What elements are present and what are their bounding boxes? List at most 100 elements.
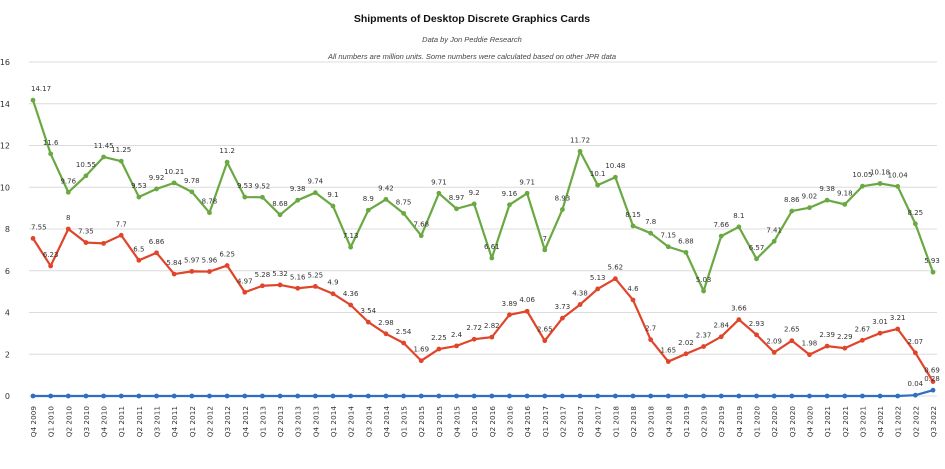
x-tick-label: Q3 2016	[505, 406, 514, 438]
data-point-amd	[824, 343, 830, 349]
data-label-amd: 6.86	[149, 238, 165, 246]
data-label-total: 8.68	[272, 200, 288, 208]
data-label-amd: 3.66	[731, 305, 747, 313]
data-label-amd: 5.62	[608, 264, 624, 272]
x-tick-label: Q1 2012	[188, 406, 197, 437]
data-point-total	[295, 197, 301, 203]
data-label-amd: 5.16	[290, 273, 306, 281]
data-point-intel	[48, 393, 54, 399]
data-point-amd	[771, 349, 777, 355]
x-tick-label: Q3 2010	[82, 406, 91, 438]
data-point-total	[665, 244, 671, 250]
data-point-amd	[365, 319, 371, 325]
data-label-total: 5.03	[696, 276, 712, 284]
data-point-amd	[418, 358, 424, 364]
data-label-amd: 6.25	[219, 251, 235, 259]
data-point-amd	[648, 337, 654, 343]
chart-note: All numbers are million units. Some numb…	[327, 52, 616, 61]
data-point-total	[754, 256, 759, 262]
data-point-total	[524, 190, 530, 196]
x-tick-label: Q1 2014	[329, 406, 338, 438]
data-label-amd: 2.4	[451, 331, 463, 339]
data-label-total: 11.45	[94, 142, 114, 150]
data-point-total	[507, 202, 512, 208]
x-tick-label: Q1 2021	[823, 406, 832, 437]
data-point-total	[383, 196, 389, 202]
data-point-total	[842, 201, 848, 207]
data-point-intel	[401, 393, 406, 399]
x-tick-label: Q4 2015	[453, 406, 462, 437]
x-tick-label: Q4 2012	[241, 406, 250, 437]
data-label-amd: 1.69	[413, 346, 429, 354]
data-point-intel	[542, 393, 548, 399]
data-point-intel	[754, 393, 759, 399]
data-label-total: 10.48	[605, 162, 625, 170]
x-axis-ticks: Q4 2009 Q1 2010 Q2 2010 Q3 2010 Q4 2010 Q1 20…	[29, 406, 938, 438]
data-point-intel	[701, 393, 706, 399]
data-label-total: 8.9	[363, 195, 374, 203]
data-point-total	[912, 221, 918, 227]
x-tick-label: Q1 2016	[470, 406, 479, 438]
data-point-total	[807, 205, 812, 211]
data-point-intel	[771, 393, 777, 399]
data-label-amd: 4.38	[572, 290, 588, 298]
x-tick-label: Q2 2017	[558, 406, 567, 438]
x-tick-label: Q3 2019	[717, 406, 726, 438]
data-point-amd	[224, 263, 230, 268]
data-label-amd: 0.69	[924, 367, 940, 375]
x-tick-label: Q4 2013	[311, 406, 320, 438]
data-point-total	[736, 224, 742, 230]
data-label-total: 9.02	[802, 193, 818, 201]
data-point-total	[348, 244, 354, 250]
data-label-total: 9.71	[519, 178, 535, 186]
data-point-total	[560, 207, 565, 212]
data-point-intel	[418, 393, 424, 399]
data-point-total	[260, 194, 265, 200]
x-tick-label: Q3 2013	[294, 406, 303, 438]
data-point-total	[207, 210, 212, 216]
x-tick-label: Q3 2022	[929, 406, 938, 437]
data-point-intel	[136, 393, 142, 399]
data-point-intel	[824, 393, 830, 399]
x-tick-label: Q4 2011	[170, 406, 179, 437]
data-label-amd: 7.35	[78, 228, 94, 236]
data-label-total: 9.71	[431, 178, 447, 186]
data-point-total	[312, 190, 318, 196]
y-tick-label: 12	[0, 142, 10, 151]
data-point-intel	[277, 393, 283, 399]
data-label-total: 7	[543, 235, 547, 243]
data-label-amd: 2.72	[466, 324, 482, 332]
x-tick-label: Q4 2010	[100, 406, 109, 438]
data-point-amd	[665, 359, 671, 364]
data-point-amd	[207, 269, 212, 274]
data-point-intel	[895, 393, 901, 399]
x-tick-label: Q1 2015	[400, 406, 409, 437]
x-tick-label: Q2 2018	[629, 406, 638, 438]
data-label-total: 11.72	[570, 136, 590, 144]
x-tick-label: Q4 2014	[382, 406, 391, 438]
data-label-amd: 2.39	[819, 331, 835, 339]
data-point-total	[118, 158, 124, 164]
x-tick-label: Q1 2017	[541, 406, 550, 438]
data-point-intel	[807, 393, 812, 399]
data-label-amd: 4.06	[519, 296, 535, 304]
data-point-intel	[348, 393, 354, 399]
data-point-amd	[401, 340, 406, 346]
data-point-amd	[630, 297, 636, 303]
data-label-amd: 2.37	[696, 332, 712, 340]
data-point-intel	[171, 393, 177, 399]
data-point-intel	[577, 393, 583, 399]
data-point-total	[401, 210, 406, 216]
x-tick-label: Q2 2021	[841, 406, 850, 437]
data-label-amd: 2.65	[537, 326, 553, 334]
data-point-total	[718, 233, 724, 239]
data-label-amd: 5.28	[255, 271, 271, 279]
data-point-intel	[877, 393, 883, 399]
data-label-amd: 2.02	[678, 339, 694, 347]
data-label-amd: 2.93	[749, 320, 765, 328]
data-label-amd: 2.7	[645, 325, 656, 333]
data-point-total	[595, 182, 601, 188]
x-tick-label: Q4 2009	[29, 406, 38, 438]
data-point-amd	[842, 345, 848, 351]
